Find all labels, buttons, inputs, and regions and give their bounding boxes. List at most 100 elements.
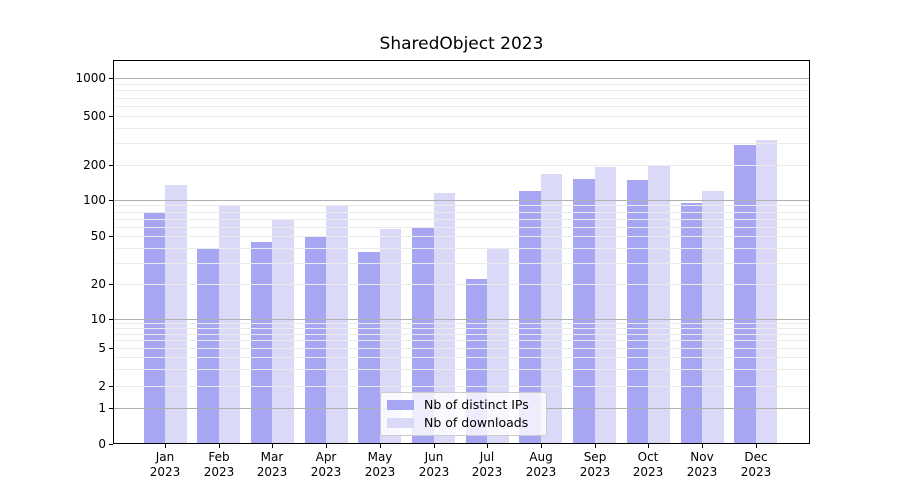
x-axis-tick-label: Jan 2023 bbox=[137, 450, 193, 480]
x-label-year: 2023 bbox=[471, 465, 503, 479]
bar-downloads-jun bbox=[433, 193, 455, 444]
y-axis-tick bbox=[109, 78, 113, 79]
y-axis-tick bbox=[109, 165, 113, 166]
chart-title: SharedObject 2023 bbox=[379, 34, 544, 54]
bar-distinct-ips-mar bbox=[250, 241, 273, 444]
y-axis-tick bbox=[109, 444, 113, 445]
gridline-major bbox=[114, 78, 809, 79]
x-axis-tick bbox=[541, 444, 542, 448]
bar-distinct-ips-jun bbox=[412, 226, 434, 444]
bar-distinct-ips-may bbox=[358, 251, 380, 444]
bar-downloads-sep bbox=[594, 167, 617, 444]
x-label-year: 2023 bbox=[203, 465, 235, 479]
gridline-minor bbox=[114, 90, 809, 91]
legend: Nb of distinct IPs Nb of downloads bbox=[380, 392, 547, 436]
bar-distinct-ips-apr bbox=[304, 236, 327, 444]
x-label-month: Apr bbox=[315, 450, 337, 464]
x-label-month: Oct bbox=[637, 450, 659, 464]
gridline-minor bbox=[114, 143, 809, 144]
x-label-month: Dec bbox=[744, 450, 768, 464]
x-label-year: 2023 bbox=[256, 465, 288, 479]
x-label-year: 2023 bbox=[579, 465, 611, 479]
y-axis-tick-label: 2 bbox=[98, 379, 106, 393]
bar-distinct-ips-dec bbox=[734, 145, 756, 444]
y-axis-tick bbox=[109, 408, 113, 409]
x-axis-tick-label: Feb 2023 bbox=[191, 450, 247, 480]
y-axis-tick-label: 500 bbox=[83, 109, 106, 123]
x-label-year: 2023 bbox=[364, 465, 396, 479]
x-label-month: Sep bbox=[583, 450, 607, 464]
x-label-month: Mar bbox=[260, 450, 284, 464]
bar-downloads-feb bbox=[218, 206, 241, 444]
y-axis-tick-label: 5 bbox=[98, 341, 106, 355]
x-axis-tick-label: Dec 2023 bbox=[728, 450, 784, 480]
x-axis-tick-label: Sep 2023 bbox=[567, 450, 623, 480]
x-axis-tick bbox=[380, 444, 381, 448]
bar-distinct-ips-sep bbox=[573, 178, 595, 444]
y-axis-tick bbox=[109, 236, 113, 237]
gridline-minor bbox=[114, 116, 809, 117]
y-axis-tick-label: 1 bbox=[98, 401, 106, 415]
x-axis-tick-label: Jun 2023 bbox=[406, 450, 462, 480]
x-label-month: Feb bbox=[208, 450, 230, 464]
y-axis-tick bbox=[109, 200, 113, 201]
bar-downloads-jan bbox=[165, 184, 187, 444]
legend-item-downloads: Nb of downloads bbox=[387, 416, 538, 430]
bar-distinct-ips-feb bbox=[197, 249, 219, 444]
y-axis-tick-label: 10 bbox=[90, 312, 106, 326]
legend-swatch-distinct-ips bbox=[387, 400, 414, 410]
bar-distinct-ips-nov bbox=[680, 202, 702, 444]
x-axis-tick bbox=[272, 444, 273, 448]
x-axis-tick bbox=[756, 444, 757, 448]
x-label-year: 2023 bbox=[418, 465, 450, 479]
y-axis-tick bbox=[109, 116, 113, 117]
bar-downloads-mar bbox=[272, 219, 294, 444]
x-axis-tick bbox=[219, 444, 220, 448]
x-axis-tick bbox=[434, 444, 435, 448]
y-axis-tick bbox=[109, 386, 113, 387]
y-axis-tick-label: 100 bbox=[83, 193, 106, 207]
x-axis-tick bbox=[702, 444, 703, 448]
x-label-month: Jul bbox=[479, 450, 495, 464]
x-axis-tick-label: May 2023 bbox=[352, 450, 408, 480]
bar-downloads-oct bbox=[648, 165, 670, 444]
x-axis-tick bbox=[487, 444, 488, 448]
x-axis-tick-label: Oct 2023 bbox=[620, 450, 676, 480]
legend-item-distinct-ips: Nb of distinct IPs bbox=[387, 398, 538, 412]
x-label-year: 2023 bbox=[686, 465, 718, 479]
x-axis-tick-label: Mar 2023 bbox=[244, 450, 300, 480]
x-label-year: 2023 bbox=[149, 465, 181, 479]
bar-downloads-apr bbox=[326, 204, 348, 444]
bar-downloads-nov bbox=[702, 190, 724, 444]
y-axis-tick-label: 20 bbox=[90, 277, 106, 291]
bar-downloads-aug bbox=[540, 174, 563, 444]
x-label-month: Jan bbox=[155, 450, 175, 464]
x-label-year: 2023 bbox=[525, 465, 557, 479]
y-axis-tick-label: 1000 bbox=[75, 71, 106, 85]
x-label-year: 2023 bbox=[632, 465, 664, 479]
y-axis-tick-label: 50 bbox=[90, 229, 106, 243]
x-axis-tick-label: Apr 2023 bbox=[298, 450, 354, 480]
x-axis-tick-label: Jul 2023 bbox=[459, 450, 515, 480]
gridline-minor bbox=[114, 128, 809, 129]
x-axis-tick bbox=[326, 444, 327, 448]
bar-distinct-ips-jan bbox=[143, 211, 165, 444]
x-axis-tick-label: Aug 2023 bbox=[513, 450, 569, 480]
legend-label-downloads: Nb of downloads bbox=[424, 415, 529, 430]
gridline-minor bbox=[114, 165, 809, 166]
x-axis-tick bbox=[648, 444, 649, 448]
legend-label-distinct-ips: Nb of distinct IPs bbox=[424, 397, 529, 412]
gridline-minor bbox=[114, 84, 809, 85]
gridline-minor bbox=[114, 106, 809, 107]
gridline-minor bbox=[114, 98, 809, 99]
y-axis-tick bbox=[109, 284, 113, 285]
x-axis-tick bbox=[595, 444, 596, 448]
bar-distinct-ips-oct bbox=[626, 180, 649, 444]
bar-downloads-may bbox=[379, 229, 402, 444]
x-axis-tick bbox=[165, 444, 166, 448]
y-axis-tick-label: 0 bbox=[98, 437, 106, 451]
y-axis-tick-label: 200 bbox=[83, 158, 106, 172]
x-label-month: Nov bbox=[690, 450, 714, 464]
y-axis-tick bbox=[109, 348, 113, 349]
